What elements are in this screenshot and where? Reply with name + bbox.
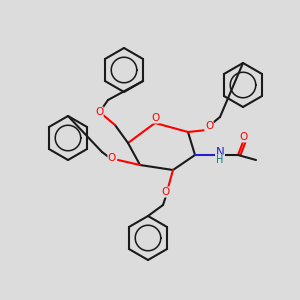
Text: O: O bbox=[151, 113, 159, 123]
Text: N: N bbox=[216, 146, 224, 158]
Text: H: H bbox=[216, 155, 224, 165]
Text: O: O bbox=[240, 132, 248, 142]
Text: O: O bbox=[162, 187, 170, 197]
Text: O: O bbox=[205, 121, 213, 131]
Text: O: O bbox=[108, 153, 116, 163]
Text: O: O bbox=[95, 107, 103, 117]
